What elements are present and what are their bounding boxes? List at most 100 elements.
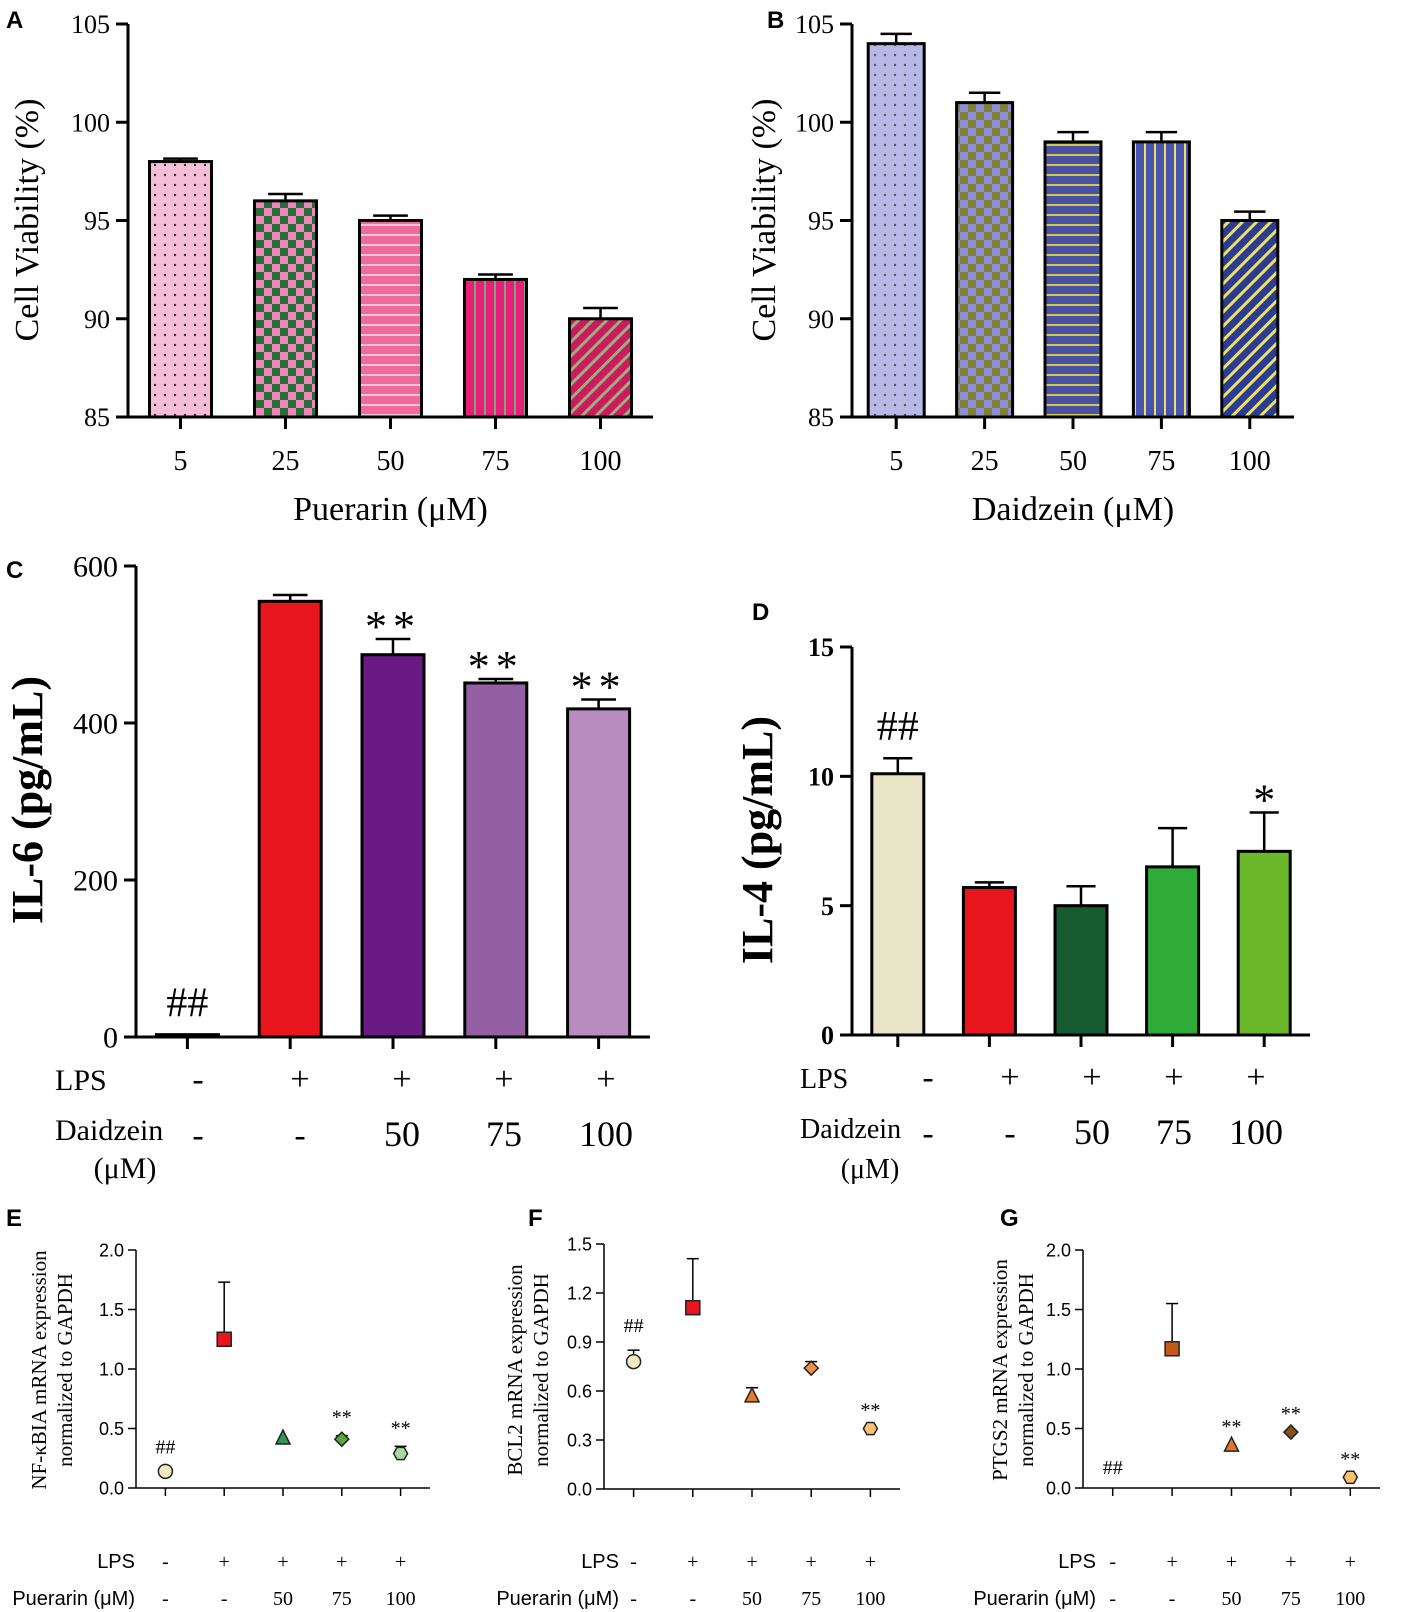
dose-value: 75	[486, 1114, 522, 1154]
bar	[463, 681, 529, 1039]
significance-mark: ##	[877, 704, 919, 750]
y-axis-label: Cell Viability (%)	[746, 99, 783, 342]
panel-c-chart: 0 200 400 600 IL-6 (pg/mL) ## ** ** ** LPS - + + + + Da…	[3, 551, 650, 1185]
row-label-lps: LPS	[1058, 1551, 1096, 1573]
panel-e-chart: 0.0 0.5 1.0 1.5 2.0 NF-κBIA mRNA expression no…	[12, 1240, 430, 1610]
y-axis-label: IL-6 (pg/mL)	[3, 676, 52, 924]
significance-mark: **	[391, 1417, 411, 1439]
bar	[358, 219, 423, 419]
bar	[870, 772, 926, 1037]
lps-sign: +	[1166, 1551, 1177, 1573]
y-tick-label: 5	[821, 892, 834, 921]
row-label-lps: LPS	[55, 1064, 107, 1097]
panel-b-chart: 85 90 95 100 105 Cell Viability (%) 5 25 50 75 100…	[746, 10, 1294, 528]
y-tick-label: 0.9	[567, 1332, 592, 1352]
lps-sign: -	[162, 1551, 169, 1573]
data-point	[625, 1353, 642, 1370]
significance-mark: **	[1222, 1416, 1242, 1438]
dose-value: 100	[386, 1588, 416, 1610]
lps-sign: -	[630, 1551, 637, 1573]
dose-value: 50	[1222, 1588, 1242, 1610]
dose-value: -	[1004, 1115, 1015, 1152]
y-tick-label: 1.0	[99, 1359, 124, 1379]
lps-sign: -	[192, 1061, 203, 1098]
lps-sign: -	[1109, 1551, 1116, 1573]
bar	[257, 599, 323, 1039]
bar	[866, 42, 926, 419]
y-tick-label: 1.5	[567, 1234, 592, 1254]
data-point	[1223, 1435, 1240, 1452]
data-point	[157, 1463, 174, 1480]
lps-sign: +	[1246, 1059, 1265, 1096]
lps-sign: +	[865, 1551, 876, 1573]
panel-g: G 0.0 0.5 1.0 1.5 2.0 PTGS2 mRNA expression no…	[973, 1205, 1380, 1610]
significance-mark: ##	[1103, 1457, 1123, 1479]
y-tick-label: 85	[808, 403, 834, 432]
dose-value: -	[922, 1115, 933, 1152]
y-axis-label: BCL2 mRNA expression	[503, 1264, 527, 1476]
y-tick-label: 0.5	[1046, 1419, 1071, 1439]
dose-value: -	[630, 1588, 637, 1610]
significance-mark: ##	[624, 1315, 644, 1337]
bar	[1043, 140, 1103, 419]
bar	[360, 653, 426, 1039]
row-label-lps: LPS	[800, 1064, 848, 1095]
data-point	[803, 1360, 820, 1377]
significance-mark: **	[468, 642, 524, 691]
lps-sign: +	[392, 1061, 411, 1098]
data-point	[1282, 1424, 1299, 1441]
y-tick-label: 600	[73, 551, 118, 584]
y-tick-label: 85	[84, 403, 110, 432]
y-tick-label: 400	[73, 708, 118, 741]
y-tick-label: 100	[71, 108, 110, 137]
y-tick-label: 2.0	[99, 1240, 124, 1260]
dose-value: 50	[384, 1114, 420, 1154]
dose-value: -	[689, 1588, 696, 1610]
x-tick-label: 5	[174, 446, 188, 477]
lps-sign: +	[336, 1551, 347, 1573]
panel-f-letter: F	[528, 1205, 543, 1232]
lps-sign: +	[1082, 1059, 1101, 1096]
lps-sign: +	[1285, 1551, 1296, 1573]
significance-mark: *	[1253, 776, 1275, 825]
dose-value: 50	[742, 1588, 762, 1610]
y-tick-label: 0	[821, 1021, 834, 1050]
x-tick-label: 75	[482, 446, 510, 477]
y-tick-label: 105	[71, 10, 110, 39]
row-label-unit: (μM)	[94, 1152, 157, 1185]
significance-mark: **	[365, 602, 421, 651]
significance-mark: ##	[166, 981, 208, 1027]
bar	[463, 277, 528, 419]
bar	[1053, 904, 1109, 1037]
dose-value: 100	[1229, 1112, 1283, 1152]
x-tick-label: 75	[1147, 446, 1175, 477]
significance-mark: ##	[155, 1436, 175, 1458]
bar	[1220, 219, 1280, 419]
dose-value: -	[162, 1588, 169, 1610]
panel-a: A 85 90 95 100 105 Cell Viability (%) 5 25 50 75 1…	[6, 7, 653, 528]
bar	[1131, 140, 1191, 419]
y-tick-label: 200	[73, 865, 118, 898]
x-axis-label: Daidzein (μM)	[972, 491, 1174, 528]
significance-mark: **	[1281, 1403, 1301, 1425]
y-tick-label: 95	[808, 207, 834, 236]
row-label-treatment: Daidzein	[55, 1114, 163, 1147]
bar	[1236, 849, 1292, 1037]
x-tick-label: 50	[377, 446, 405, 477]
y-axis-label: Cell Viability (%)	[9, 99, 46, 342]
x-tick-label: 100	[580, 446, 622, 477]
y-tick-label: 0.0	[1046, 1478, 1071, 1498]
significance-mark: **	[571, 662, 627, 711]
y-tick-label: 0.0	[99, 1478, 124, 1498]
y-axis-label-line2: normalized to GAPDH	[53, 1273, 77, 1467]
y-tick-label: 1.0	[1046, 1359, 1071, 1379]
y-tick-label: 100	[795, 108, 834, 137]
panel-c-letter: C	[6, 557, 23, 584]
dose-value: 100	[579, 1114, 633, 1154]
panel-b: B 85 90 95 100 105 Cell Viability (%) 5 25 50 75 1…	[746, 7, 1294, 528]
data-point	[743, 1386, 761, 1403]
bar	[253, 199, 318, 419]
y-tick-label: 1.5	[99, 1300, 124, 1320]
panel-d-chart: 0 5 10 15 IL-4 (pg/mL) ## * LPS - + + + + Daidzein (μM…	[733, 633, 1310, 1185]
